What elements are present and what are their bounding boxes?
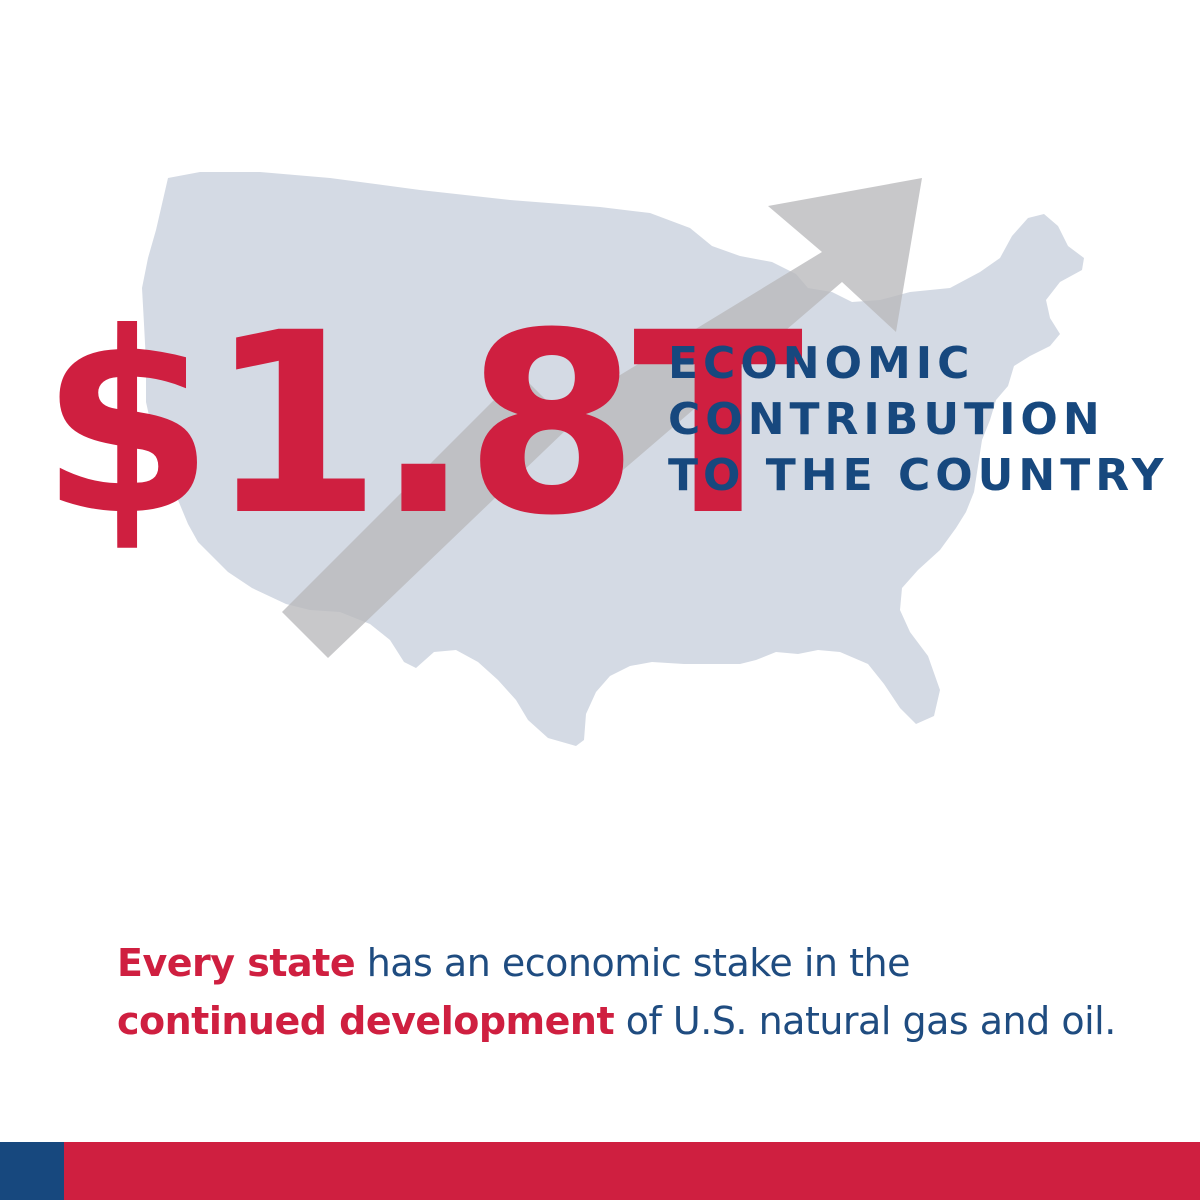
headline-caption-line-3: TO THE COUNTRY [668,450,1169,501]
headline-caption-line-2: CONTRIBUTION [668,394,1105,445]
footer-red-block [64,1142,1200,1200]
statement-line-2: continued development of U.S. natural ga… [117,992,1116,1050]
footer-color-bar [0,1142,1200,1200]
headline-caption: ECONOMIC CONTRIBUTION TO THE COUNTRY [668,336,1169,504]
statement-highlight-continued-development: continued development [117,999,615,1043]
footer-blue-block [0,1142,64,1200]
statement-line-1-rest: has an economic stake in the [355,941,911,985]
statement-text: Every state has an economic stake in the… [117,934,1116,1050]
statement-highlight-every-state: Every state [117,941,356,985]
headline-value: $1.8T [40,279,803,570]
trend-up-arrow-icon [282,178,922,658]
headline-caption-line-1: ECONOMIC [668,338,975,389]
statement-line-1: Every state has an economic stake in the [117,934,1116,992]
statement-line-2-rest: of U.S. natural gas and oil. [614,999,1117,1043]
